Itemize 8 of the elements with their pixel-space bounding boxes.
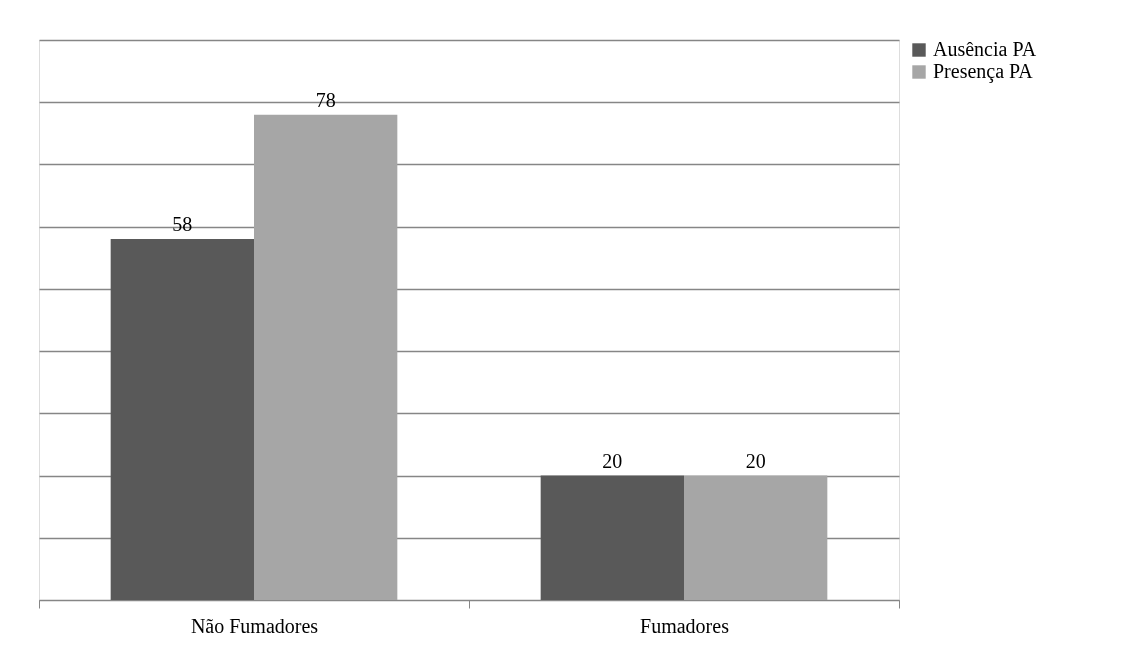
- data-label: 58: [172, 213, 193, 236]
- x-tick-label: Fumadores: [640, 614, 730, 637]
- data-label: 78: [315, 88, 336, 111]
- legend-label: Ausência PA: [933, 38, 1037, 60]
- data-label: 20: [745, 449, 766, 472]
- x-tick-label: Não Fumadores: [190, 614, 319, 637]
- legend-label: Presença PA: [933, 60, 1034, 83]
- data-label: 20: [602, 449, 623, 472]
